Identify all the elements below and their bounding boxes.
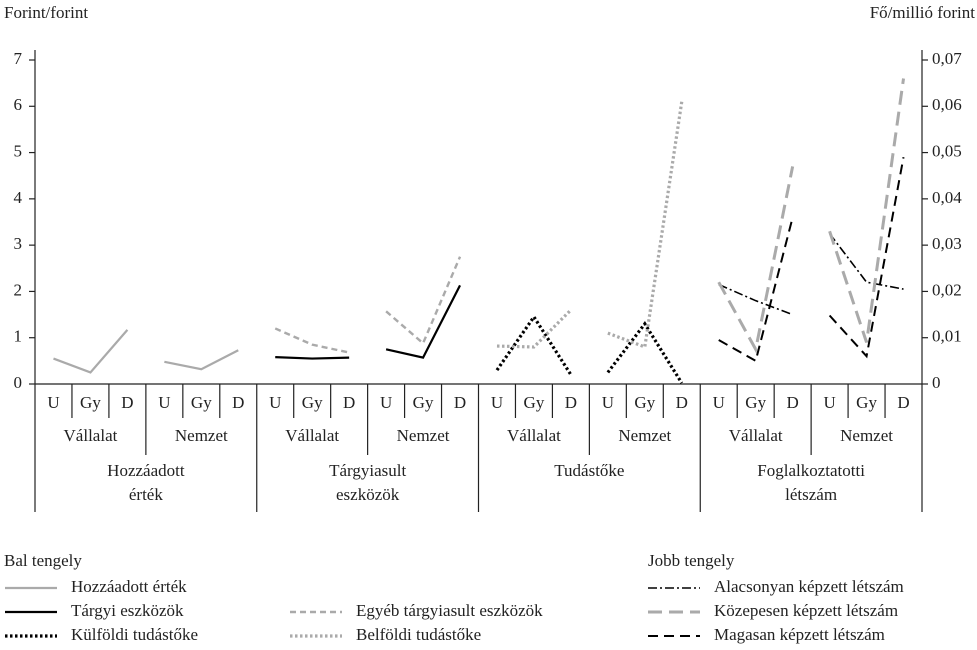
y2-tick-label: 0,02: [932, 280, 962, 299]
legend-label: Külföldi tudástőke: [71, 625, 198, 644]
series-line: [718, 283, 793, 316]
y2-tick-label: 0,05: [932, 141, 962, 160]
y-tick-label: 2: [14, 280, 23, 299]
x-tick-label: U: [380, 393, 392, 412]
y2-tick-label: 0,07: [932, 49, 962, 68]
series-line: [496, 308, 573, 349]
legend-label: Magasan képzett létszám: [714, 625, 885, 644]
x-tick-label: Gy: [856, 393, 877, 412]
y2-tick-label: 0,03: [932, 234, 962, 253]
x-tick-label: D: [121, 393, 133, 412]
x-tick-label: U: [713, 393, 725, 412]
legend-label: Tárgyi eszközök: [71, 601, 184, 620]
category-supergroup-label: érték: [129, 485, 163, 504]
series-line: [607, 101, 684, 350]
series-line: [53, 329, 129, 374]
y-tick-label: 3: [14, 234, 23, 253]
x-tick-label: Gy: [191, 393, 212, 412]
x-tick-label: U: [823, 393, 835, 412]
y2-axis-title: Fő/millió forint: [870, 3, 976, 22]
series-line: [717, 166, 795, 354]
y-axis-title: Forint/forint: [4, 3, 88, 22]
series-line: [828, 78, 906, 343]
y2-tick-label: 0,04: [932, 188, 962, 207]
series-line: [828, 157, 905, 359]
category-supergroup-label: Hozzáadott: [107, 461, 185, 480]
series-line: [495, 314, 573, 376]
y-tick-label: 6: [14, 95, 23, 114]
y-tick-label: 1: [14, 327, 23, 346]
category-group-label: Nemzet: [840, 426, 893, 445]
legend-title: Jobb tengely: [648, 551, 735, 570]
x-tick-label: U: [47, 393, 59, 412]
series-line: [164, 349, 239, 371]
x-tick-label: D: [454, 393, 466, 412]
y-tick-label: 7: [14, 49, 23, 68]
series-line: [606, 321, 684, 384]
category-supergroup-label: eszközök: [336, 485, 400, 504]
legend-label: Egyéb tárgyiasult eszközök: [356, 601, 543, 620]
series-line: [828, 233, 904, 290]
category-group-label: Vállalat: [507, 426, 561, 445]
x-tick-label: D: [343, 393, 355, 412]
x-tick-label: D: [565, 393, 577, 412]
series-line: [274, 327, 350, 354]
category-supergroup-label: Foglalkoztatotti: [757, 461, 865, 480]
x-tick-label: Gy: [745, 393, 766, 412]
x-tick-label: U: [491, 393, 503, 412]
series-line: [385, 256, 462, 346]
category-group-label: Vállalat: [64, 426, 118, 445]
legend-label: Közepesen képzett létszám: [714, 601, 898, 620]
x-tick-label: Gy: [80, 393, 101, 412]
x-tick-label: D: [232, 393, 244, 412]
category-group-label: Nemzet: [397, 426, 450, 445]
x-tick-label: D: [787, 393, 799, 412]
x-tick-label: Gy: [302, 393, 323, 412]
x-tick-label: D: [897, 393, 909, 412]
x-tick-label: Gy: [413, 393, 434, 412]
legend-label: Belföldi tudástőke: [356, 625, 481, 644]
y2-tick-label: 0: [932, 373, 941, 392]
series-line: [275, 356, 350, 360]
x-tick-label: D: [676, 393, 688, 412]
x-tick-label: U: [158, 393, 170, 412]
category-supergroup-label: létszám: [785, 485, 837, 504]
series-line: [385, 284, 462, 359]
category-group-label: Vállalat: [285, 426, 339, 445]
category-group-label: Vállalat: [729, 426, 783, 445]
y-tick-label: 0: [14, 373, 23, 392]
category-supergroup-label: Tudástőke: [554, 461, 624, 480]
x-tick-label: Gy: [524, 393, 545, 412]
category-group-label: Nemzet: [618, 426, 671, 445]
category-supergroup-label: Tárgyiasult: [329, 461, 406, 480]
x-tick-label: Gy: [634, 393, 655, 412]
legend-label: Hozzáadott érték: [71, 577, 187, 596]
legend-title: Bal tengely: [4, 551, 82, 570]
x-tick-label: U: [602, 393, 614, 412]
y2-tick-label: 0,06: [932, 95, 962, 114]
category-group-label: Nemzet: [175, 426, 228, 445]
x-tick-label: U: [269, 393, 281, 412]
y-tick-label: 4: [14, 188, 23, 207]
y2-tick-label: 0,01: [932, 327, 962, 346]
y-tick-label: 5: [14, 141, 23, 160]
legend-label: Alacsonyan képzett létszám: [714, 577, 904, 596]
